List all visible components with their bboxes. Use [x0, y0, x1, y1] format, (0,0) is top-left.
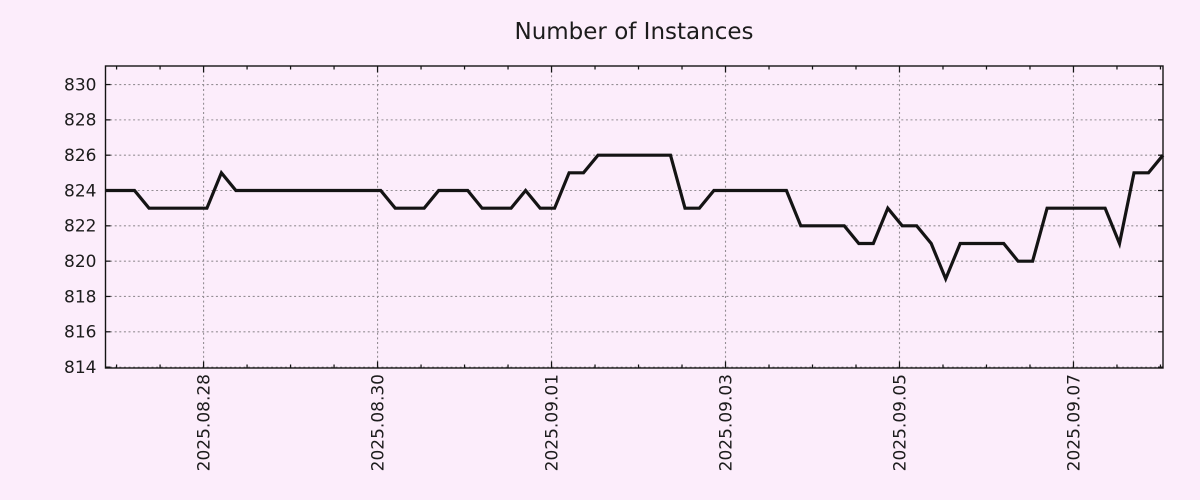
y-tick-label: 822 [64, 217, 96, 237]
y-tick-label: 826 [64, 146, 96, 166]
x-tick-label: 2025.09.01 [542, 374, 562, 471]
series-layer [105, 153, 1165, 284]
y-tick-label: 816 [64, 323, 96, 343]
y-tick-label: 828 [64, 111, 96, 131]
y-tick-label: 818 [64, 287, 96, 307]
y-tick-label: 820 [64, 252, 96, 272]
x-tick-label: 2025.08.30 [368, 374, 388, 471]
x-tick-label: 2025.08.28 [194, 374, 214, 471]
axis-label-layer: 814 816 818 820 822 824 826 828 830 2025.08.28 202… [64, 75, 1084, 471]
series-line-instances [105, 153, 1165, 284]
y-tick-label: 824 [64, 181, 96, 201]
y-tick-label: 830 [64, 75, 96, 95]
chart-title: Number of Instances [515, 19, 754, 45]
x-tick-label: 2025.09.07 [1064, 374, 1084, 471]
x-tick-label: 2025.09.03 [716, 374, 736, 471]
y-tick-label: 814 [64, 358, 96, 378]
plot-border [104, 65, 1164, 369]
x-tick-label: 2025.09.05 [890, 374, 910, 471]
